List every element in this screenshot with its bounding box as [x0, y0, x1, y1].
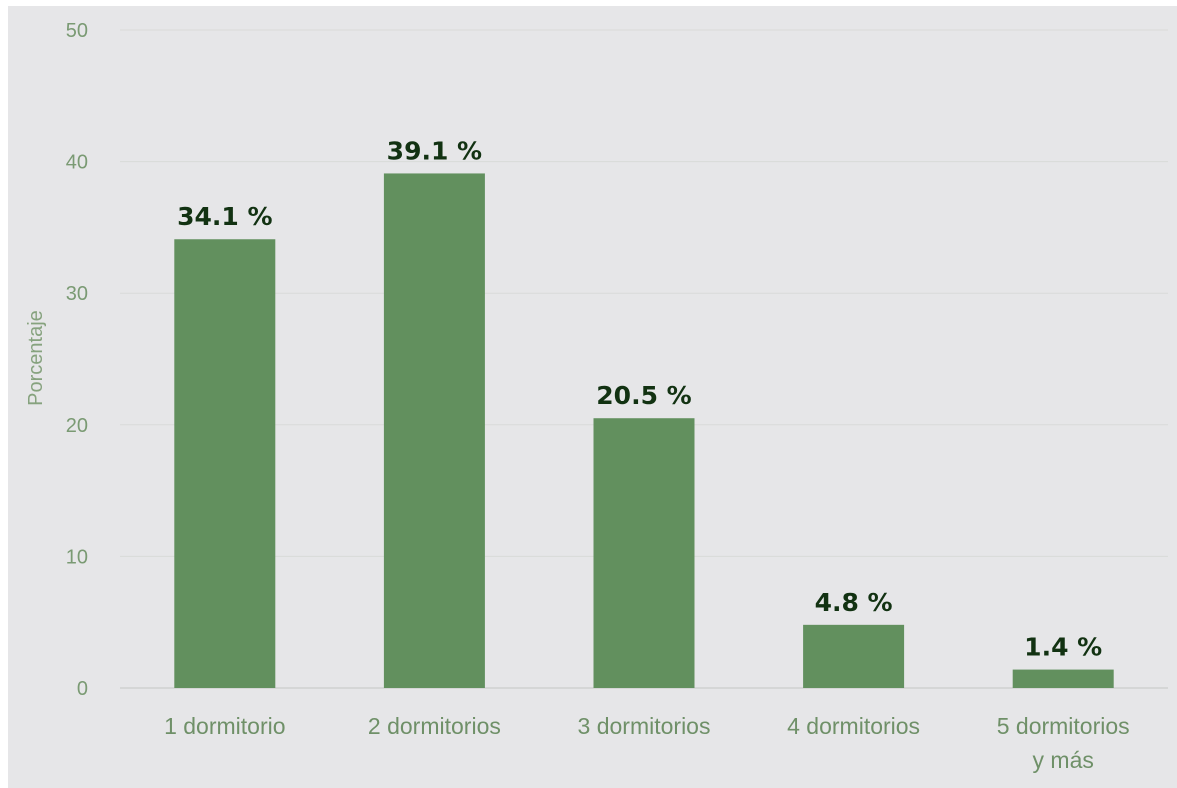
y-axis-title: Porcentaje: [25, 310, 47, 406]
data-label: 4.8 %: [815, 588, 893, 617]
x-tick-label: 1 dormitorio: [164, 713, 285, 739]
bar: [174, 239, 276, 688]
x-tick-label: 2 dormitorios: [368, 713, 501, 739]
y-tick-label: 40: [66, 152, 88, 174]
y-tick-label: 0: [77, 678, 88, 700]
bar: [383, 173, 485, 689]
data-label: 20.5 %: [596, 381, 691, 410]
data-labels: 34.1 % 39.1 % 20.5 % 4.8 % 1.4 %: [177, 136, 1102, 661]
x-tick-label: y más: [1033, 747, 1094, 773]
x-tick-label: 4 dormitorios: [787, 713, 920, 739]
category-labels: 1 dormitorio 2 dormitorios 3 dormitorios 4 …: [164, 713, 1130, 773]
chart-frame: 0 10 20 30 40 50 Porcentaje 34.1 % 39.1 % 20.5 …: [8, 6, 1177, 788]
y-tick-label: 50: [66, 20, 88, 42]
bar: [593, 418, 695, 688]
y-tick-label: 20: [66, 415, 88, 437]
bar: [803, 624, 905, 688]
x-tick-label: 3 dormitorios: [578, 713, 711, 739]
data-label: 39.1 %: [387, 136, 482, 165]
bar-chart: 0 10 20 30 40 50 Porcentaje 34.1 % 39.1 % 20.5 …: [25, 20, 1168, 773]
data-label: 34.1 %: [177, 202, 272, 231]
x-tick-label: 5 dormitorios: [997, 713, 1130, 739]
bar-layer: [174, 173, 1114, 689]
data-label: 1.4 %: [1024, 633, 1102, 662]
y-tick-labels: 0 10 20 30 40 50: [66, 20, 88, 700]
y-tick-label: 30: [66, 283, 88, 305]
bar: [1012, 669, 1114, 688]
y-tick-label: 10: [66, 546, 88, 568]
